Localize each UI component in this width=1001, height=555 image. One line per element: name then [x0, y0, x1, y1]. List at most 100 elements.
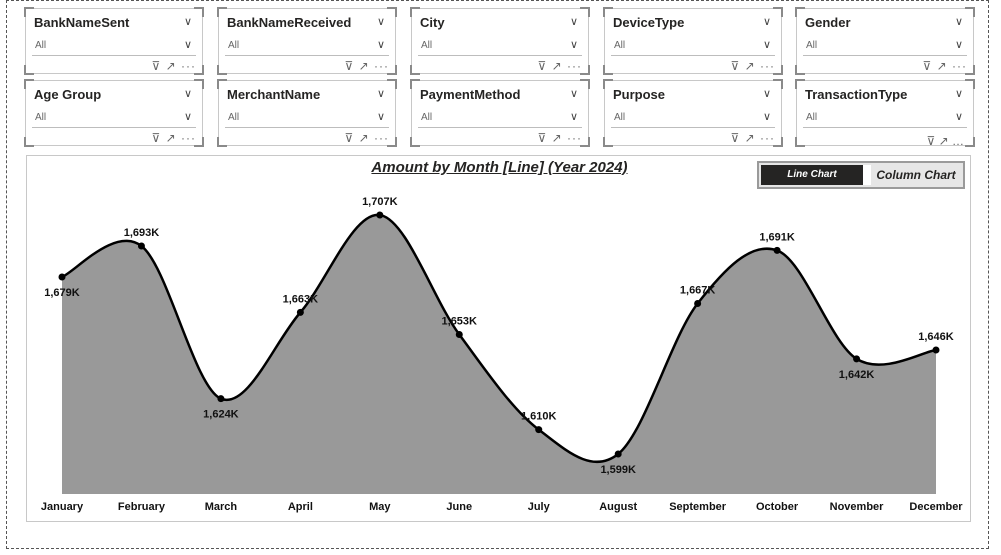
resize-handle[interactable] — [24, 7, 34, 17]
more-options-icon[interactable]: ··· — [567, 131, 582, 145]
data-point[interactable] — [296, 308, 304, 316]
amount-by-month-chart[interactable]: ⊽ ↗ … Amount by Month [Line] (Year 2024)… — [26, 134, 971, 522]
resize-handle[interactable] — [773, 65, 783, 75]
more-options-icon[interactable]: ··· — [952, 59, 967, 73]
slicer-dropdown[interactable]: All ∨ — [32, 37, 196, 56]
filter-icon[interactable]: ⊽ — [344, 131, 355, 145]
slicer-dropdown[interactable]: All ∨ — [225, 37, 389, 56]
resize-handle[interactable] — [217, 7, 227, 17]
focus-mode-icon[interactable]: ↗ — [938, 134, 949, 148]
resize-handle[interactable] — [387, 137, 397, 147]
more-options-icon[interactable]: ··· — [181, 59, 196, 73]
more-options-icon[interactable]: ··· — [374, 59, 389, 73]
slicer-banknamereceived[interactable]: BankNameReceived ∨ All ∨ ⊽ ↗ ··· — [217, 7, 397, 75]
resize-handle[interactable] — [387, 7, 397, 17]
chevron-down-icon[interactable]: ∨ — [762, 16, 771, 28]
resize-handle[interactable] — [194, 79, 204, 89]
resize-handle[interactable] — [24, 65, 34, 75]
slicer-gender[interactable]: Gender ∨ All ∨ ⊽ ↗ ··· — [795, 7, 975, 75]
chevron-down-icon[interactable]: ∨ — [762, 111, 771, 123]
resize-handle[interactable] — [965, 7, 975, 17]
resize-handle[interactable] — [603, 79, 613, 89]
data-point[interactable] — [535, 426, 543, 434]
more-options-icon[interactable]: ··· — [181, 131, 196, 145]
data-point[interactable] — [217, 395, 225, 403]
resize-handle[interactable] — [795, 79, 805, 89]
filter-icon[interactable]: ⊽ — [151, 131, 162, 145]
filter-icon[interactable]: ⊽ — [730, 59, 741, 73]
resize-handle[interactable] — [217, 137, 227, 147]
focus-mode-icon[interactable]: ↗ — [744, 59, 756, 73]
data-point[interactable] — [376, 211, 384, 219]
chevron-down-icon[interactable]: ∨ — [183, 16, 192, 28]
resize-handle[interactable] — [773, 7, 783, 17]
chevron-down-icon[interactable]: ∨ — [762, 39, 771, 51]
slicer-dropdown[interactable]: All ∨ — [611, 37, 775, 56]
chevron-down-icon[interactable]: ∨ — [954, 111, 963, 123]
focus-mode-icon[interactable]: ↗ — [936, 59, 948, 73]
data-point[interactable] — [694, 300, 702, 308]
more-options-icon[interactable]: ··· — [760, 131, 775, 145]
slicer-dropdown[interactable]: All ∨ — [611, 109, 775, 128]
filter-icon[interactable]: ⊽ — [151, 59, 162, 73]
chevron-down-icon[interactable]: ∨ — [569, 111, 578, 123]
focus-mode-icon[interactable]: ↗ — [551, 59, 563, 73]
filter-icon[interactable]: ⊽ — [537, 59, 548, 73]
filter-icon[interactable]: ⊽ — [344, 59, 355, 73]
filter-icon[interactable]: ⊽ — [730, 131, 741, 145]
line-chart-button[interactable]: Line Chart — [761, 165, 863, 185]
filter-icon[interactable]: ⊽ — [926, 134, 936, 148]
resize-handle[interactable] — [603, 137, 613, 147]
more-options-icon[interactable]: … — [952, 134, 964, 148]
resize-handle[interactable] — [194, 137, 204, 147]
slicer-dropdown[interactable]: All ∨ — [418, 109, 582, 128]
resize-handle[interactable] — [603, 65, 613, 75]
data-point[interactable] — [853, 355, 861, 363]
slicer-city[interactable]: City ∨ All ∨ ⊽ ↗ ··· — [410, 7, 590, 75]
resize-handle[interactable] — [580, 137, 590, 147]
data-point[interactable] — [58, 273, 66, 281]
chevron-down-icon[interactable]: ∨ — [376, 39, 385, 51]
data-point[interactable] — [932, 346, 940, 354]
resize-handle[interactable] — [965, 65, 975, 75]
chevron-down-icon[interactable]: ∨ — [954, 39, 963, 51]
chevron-down-icon[interactable]: ∨ — [954, 88, 963, 100]
resize-handle[interactable] — [965, 137, 975, 147]
resize-handle[interactable] — [603, 7, 613, 17]
resize-handle[interactable] — [580, 79, 590, 89]
slicer-dropdown[interactable]: All ∨ — [418, 37, 582, 56]
chevron-down-icon[interactable]: ∨ — [376, 88, 385, 100]
chevron-down-icon[interactable]: ∨ — [569, 16, 578, 28]
focus-mode-icon[interactable]: ↗ — [551, 131, 563, 145]
resize-handle[interactable] — [410, 7, 420, 17]
resize-handle[interactable] — [965, 79, 975, 89]
data-point[interactable] — [137, 242, 145, 250]
resize-handle[interactable] — [217, 79, 227, 89]
focus-mode-icon[interactable]: ↗ — [165, 59, 177, 73]
chart-type-toggle[interactable]: Line Chart Column Chart — [757, 161, 965, 189]
chevron-down-icon[interactable]: ∨ — [183, 39, 192, 51]
chevron-down-icon[interactable]: ∨ — [183, 111, 192, 123]
chevron-down-icon[interactable]: ∨ — [569, 88, 578, 100]
filter-icon[interactable]: ⊽ — [537, 131, 548, 145]
more-options-icon[interactable]: ··· — [374, 131, 389, 145]
slicer-purpose[interactable]: Purpose ∨ All ∨ ⊽ ↗ ··· — [603, 79, 783, 147]
resize-handle[interactable] — [194, 7, 204, 17]
more-options-icon[interactable]: ··· — [567, 59, 582, 73]
data-point[interactable] — [773, 246, 781, 254]
resize-handle[interactable] — [795, 65, 805, 75]
more-options-icon[interactable]: ··· — [760, 59, 775, 73]
resize-handle[interactable] — [387, 79, 397, 89]
resize-handle[interactable] — [795, 7, 805, 17]
resize-handle[interactable] — [217, 65, 227, 75]
focus-mode-icon[interactable]: ↗ — [165, 131, 177, 145]
focus-mode-icon[interactable]: ↗ — [744, 131, 756, 145]
resize-handle[interactable] — [24, 79, 34, 89]
column-chart-button[interactable]: Column Chart — [876, 168, 956, 182]
resize-handle[interactable] — [410, 65, 420, 75]
chevron-down-icon[interactable]: ∨ — [954, 16, 963, 28]
slicer-paymentmethod[interactable]: PaymentMethod ∨ All ∨ ⊽ ↗ ··· — [410, 79, 590, 147]
slicer-transactiontype[interactable]: TransactionType ∨ All ∨ — [795, 79, 975, 147]
focus-mode-icon[interactable]: ↗ — [358, 131, 370, 145]
resize-handle[interactable] — [773, 137, 783, 147]
